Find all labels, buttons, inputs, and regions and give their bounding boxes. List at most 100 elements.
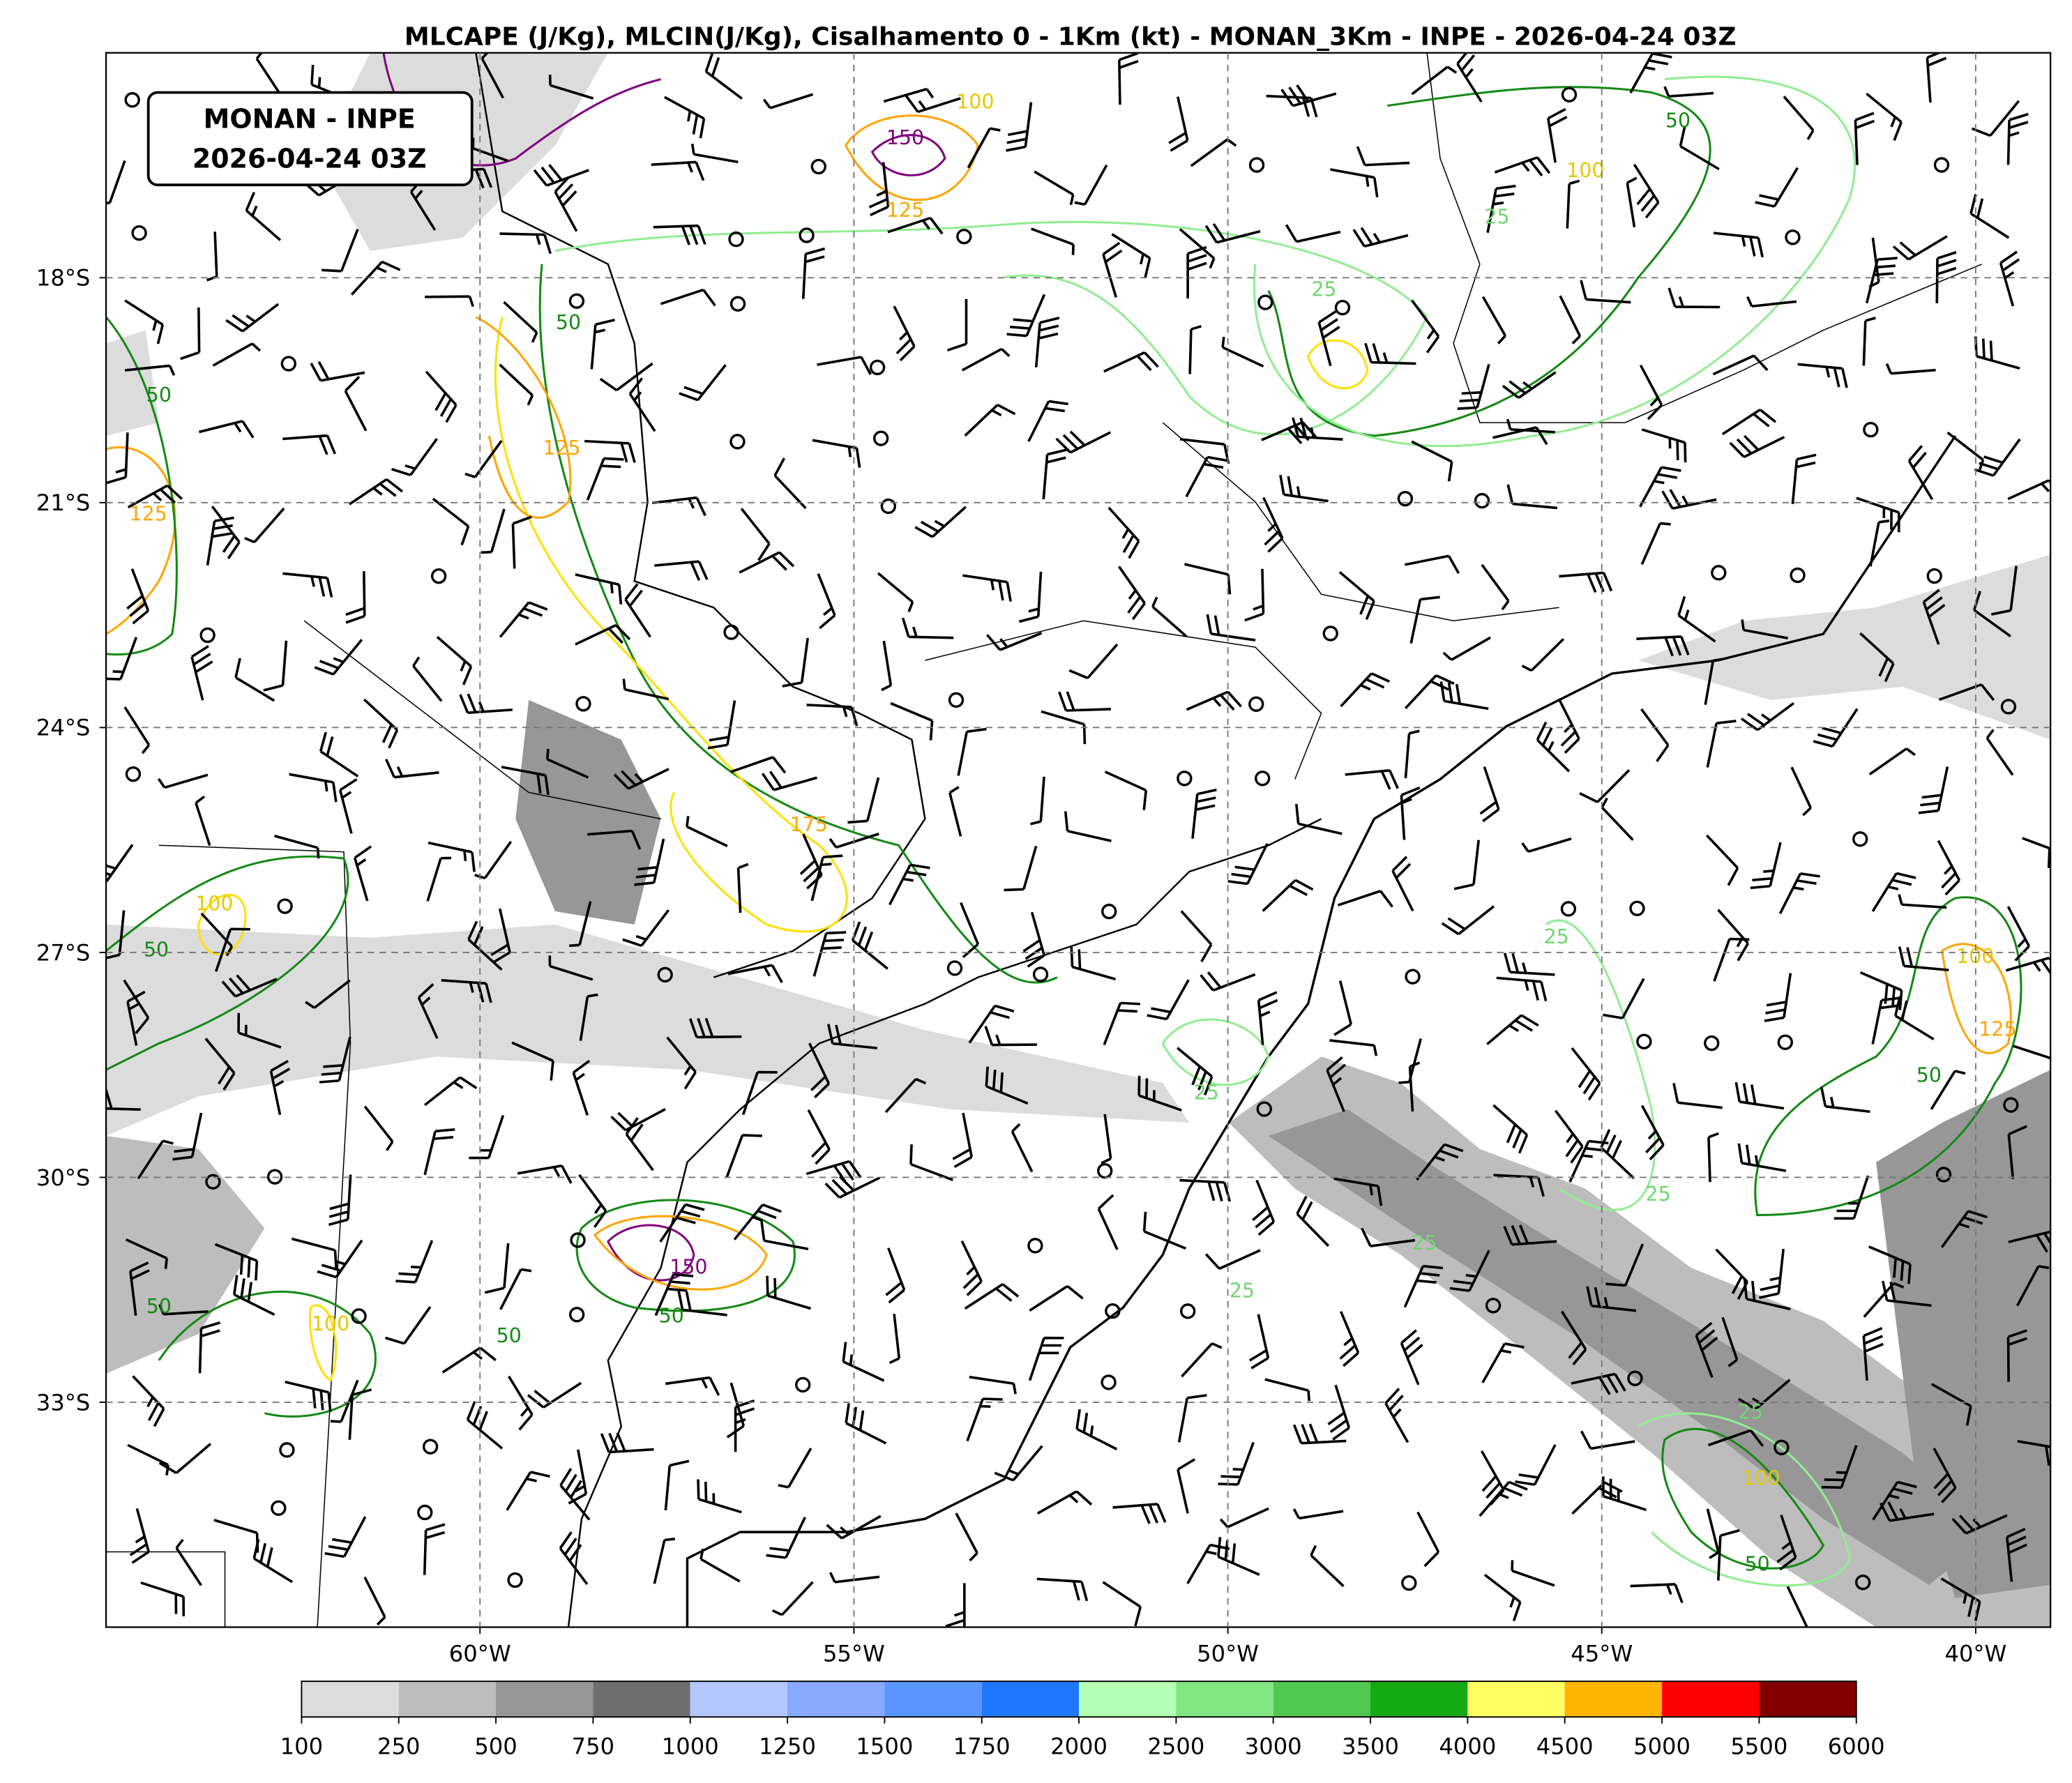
wind-barb: [1734, 1082, 1785, 1110]
wind-calm: [728, 231, 744, 248]
wind-barb: [1185, 455, 1227, 498]
wind-barb: [1034, 317, 1060, 367]
wind-barb: [948, 786, 962, 837]
wind-calm: [417, 1504, 433, 1521]
wind-barb: [1042, 448, 1067, 500]
wind-barb: [1262, 879, 1314, 912]
wind-calm: [1863, 421, 1879, 438]
wind-barb: [824, 1175, 881, 1199]
wind-barb: [1221, 336, 1264, 368]
wind-barb: [909, 1144, 953, 1181]
y-tick-label: 30°S: [36, 1164, 90, 1191]
wind-barb: [1868, 1245, 1912, 1284]
wind-barb: [1764, 973, 1792, 1022]
wind-barb: [766, 1275, 812, 1310]
wind-barb: [330, 1379, 359, 1423]
wind-barb: [727, 964, 783, 983]
wind-barb: [2016, 1265, 2050, 1307]
contour-label: 25: [1484, 206, 1509, 229]
contour: [606, 1224, 695, 1282]
contour: [593, 1215, 768, 1291]
wind-calm: [1561, 86, 1578, 103]
wind-barb: [1833, 1175, 1870, 1220]
wind-barb: [106, 844, 134, 883]
wind-calm: [1560, 901, 1577, 917]
wind-barb: [736, 863, 749, 913]
wind-barb: [1778, 872, 1820, 914]
wind-barb: [1295, 803, 1343, 835]
colorbar-segment: [1662, 1681, 1760, 1717]
wind-calm: [131, 225, 147, 241]
contour-label: 25: [1646, 1183, 1671, 1206]
wind-barb: [1640, 1105, 1665, 1161]
wind-barb: [1871, 872, 1916, 912]
wind-barb: [613, 768, 670, 790]
wind-barb: [263, 640, 288, 692]
wind-barb: [766, 1516, 807, 1559]
cape-shading: [106, 330, 159, 437]
wind-barb: [221, 974, 278, 998]
wind-barb: [1292, 1423, 1347, 1445]
wind-calm: [125, 766, 142, 782]
wind-barb: [634, 838, 665, 886]
wind-barb: [1601, 797, 1634, 841]
wind-barb: [1408, 1061, 1421, 1111]
wind-barb: [884, 1077, 927, 1114]
wind-calm: [1257, 294, 1273, 310]
wind-barb: [1559, 295, 1582, 344]
wind-barb: [527, 1381, 582, 1409]
wind-barb: [1456, 52, 1483, 103]
wind-barb: [690, 143, 739, 164]
contour-label: 25: [1544, 925, 1569, 948]
wind-barb: [1695, 1321, 1718, 1378]
wind-barb: [952, 1112, 974, 1168]
wind-barb: [1400, 786, 1421, 840]
contour-label: 125: [130, 503, 167, 526]
contour: [575, 1199, 796, 1312]
wind-barb: [1797, 363, 1848, 388]
wind-barb: [1856, 496, 1900, 533]
wind-barb: [274, 835, 320, 859]
wind-barb: [1999, 250, 2020, 307]
wind-barb: [1865, 257, 1898, 304]
wind-calm: [570, 1232, 586, 1248]
wind-barb: [317, 1239, 363, 1279]
wind-barb: [423, 1523, 446, 1575]
wind-calm: [657, 966, 673, 983]
wind-barb: [384, 759, 439, 779]
wind-barb: [484, 1243, 510, 1294]
wind-barb: [1384, 1388, 1409, 1443]
contour-label: 50: [144, 939, 169, 962]
wind-barb: [1741, 619, 1788, 639]
wind-barb: [890, 701, 934, 741]
wind-barb: [353, 845, 372, 902]
wind-calm: [795, 1376, 811, 1393]
contour: [554, 220, 1428, 436]
wind-calm: [1704, 1035, 1720, 1052]
wind-barb: [1352, 227, 1409, 248]
contour: [1253, 75, 1856, 448]
wind-barb: [1506, 418, 1555, 434]
colorbar-tick-label: 6000: [1828, 1733, 1885, 1759]
colorbar-tick-label: 1500: [856, 1733, 913, 1759]
wind-barb: [1503, 953, 1555, 976]
wind-barb: [964, 403, 1016, 437]
wind-barb: [511, 1041, 554, 1081]
contour: [106, 446, 176, 635]
wind-barb: [1894, 996, 1935, 1040]
colorbar-segment: [690, 1681, 788, 1717]
wind-barb: [1068, 643, 1119, 680]
wind-barb: [1339, 1311, 1360, 1367]
colorbar-segment: [1467, 1681, 1565, 1717]
wind-barb: [106, 637, 138, 681]
wind-barb: [1252, 1179, 1276, 1236]
colorbar-segment: [593, 1681, 690, 1717]
wind-barb: [1028, 1336, 1064, 1381]
wind-barb: [741, 1070, 778, 1116]
wind-barb: [285, 1381, 332, 1413]
wind-barb: [503, 301, 538, 343]
wind-barb: [1442, 636, 1491, 661]
wind-barb: [1640, 522, 1671, 566]
wind-barb: [1661, 489, 1717, 510]
wind-barb: [1317, 310, 1340, 367]
